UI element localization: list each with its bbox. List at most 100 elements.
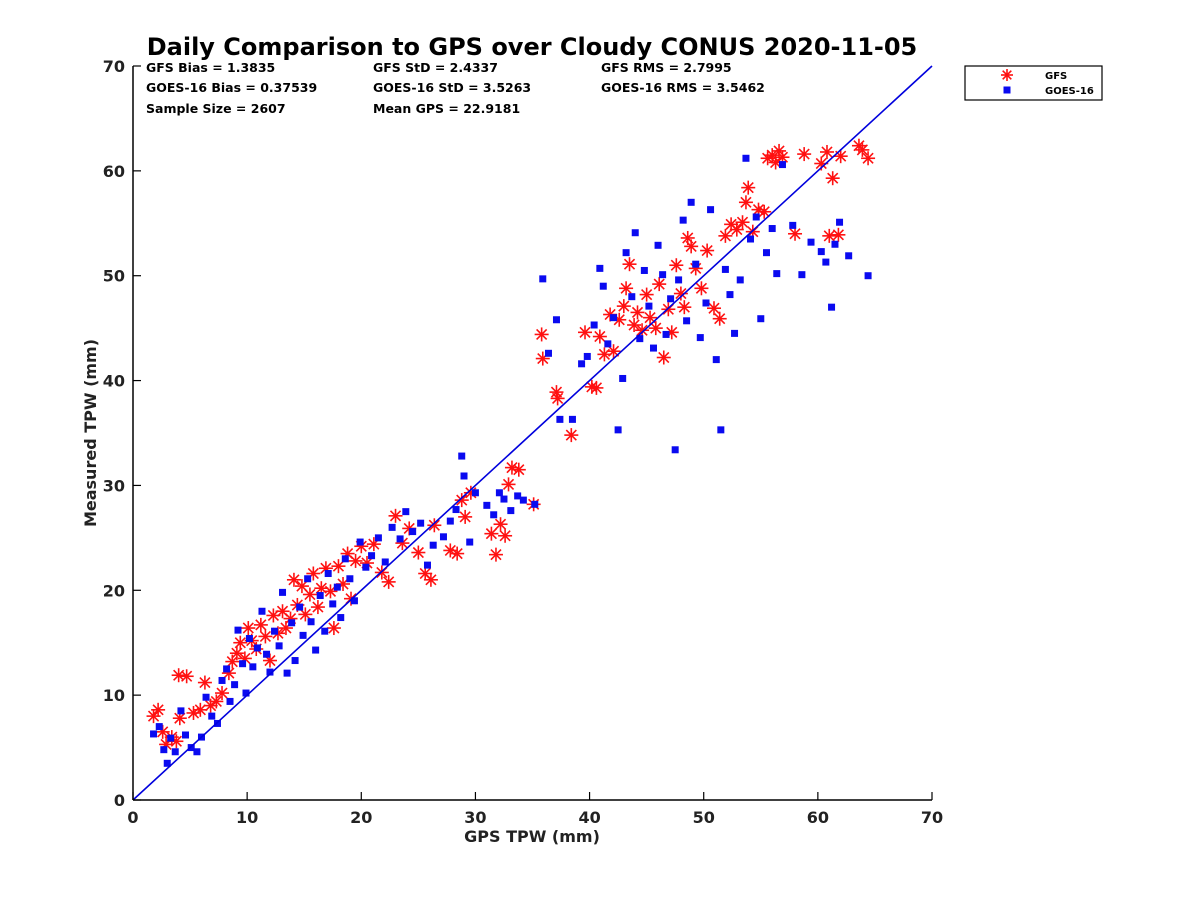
goes16-point — [614, 426, 622, 434]
goes16-point — [155, 723, 163, 731]
gfs-point — [443, 543, 458, 558]
goes16-point — [596, 264, 604, 272]
goes16-point — [460, 472, 468, 480]
gfs-point — [381, 574, 396, 589]
goes16-point — [604, 340, 612, 348]
goes16-point — [202, 693, 210, 701]
goes16-point — [307, 618, 315, 626]
goes16-point — [341, 555, 349, 563]
goes16-point — [667, 295, 675, 303]
goes16-point — [556, 415, 564, 423]
gfs-point — [639, 287, 654, 302]
stat-label: GOES-16 RMS = 3.5462 — [601, 80, 765, 95]
goes16-point — [628, 293, 636, 301]
goes16-point — [736, 276, 744, 284]
gfs-point — [760, 151, 775, 166]
goes16-point — [752, 213, 760, 221]
goes16-point — [333, 583, 341, 591]
gfs-point — [788, 226, 803, 241]
legend-gfs-marker — [1001, 69, 1013, 81]
gfs-point — [712, 311, 727, 326]
goes16-point — [283, 669, 291, 677]
stat-label: GOES-16 StD = 3.5263 — [373, 80, 531, 95]
goes16-point — [817, 248, 825, 256]
goes16-point — [726, 291, 734, 299]
goes16-point — [495, 489, 503, 497]
goes16-point — [304, 575, 312, 583]
goes16-point — [662, 330, 670, 338]
goes16-point — [645, 302, 653, 310]
gfs-point — [411, 545, 426, 560]
axes — [132, 66, 932, 801]
goes16-point — [299, 631, 307, 639]
goes16-point — [552, 316, 560, 324]
gfs-point — [151, 702, 166, 717]
goes16-point — [296, 603, 304, 611]
gfs-point — [550, 391, 565, 406]
goes16-point — [324, 570, 332, 578]
gfs-point — [738, 195, 753, 210]
goes16-point — [789, 221, 797, 229]
goes16-point — [362, 563, 370, 571]
goes16-point — [242, 689, 250, 697]
gfs-point — [619, 281, 634, 296]
gfs-point — [241, 621, 256, 636]
x-tick-label: 30 — [464, 808, 486, 827]
goes16-point — [218, 676, 226, 684]
goes16-point — [446, 517, 454, 525]
stats-annotations: GFS Bias = 1.3835 GFS StD = 2.4337 GFS RMS… — [146, 60, 765, 116]
gfs-point — [622, 257, 637, 272]
gfs-point — [458, 509, 473, 524]
stat-label: Mean GPS = 22.9181 — [373, 101, 520, 116]
gfs-point — [578, 325, 593, 340]
gfs-point — [606, 344, 621, 359]
y-tick-label: 30 — [103, 476, 125, 495]
plot-area — [132, 65, 933, 801]
goes16-point — [514, 492, 522, 500]
goes16-point — [291, 657, 299, 665]
gfs-point — [418, 566, 433, 581]
goes16-point — [402, 508, 410, 516]
goes16-point — [356, 538, 364, 546]
x-tick-label: 40 — [578, 808, 600, 827]
goes16-point — [171, 748, 179, 756]
gfs-point — [677, 300, 692, 315]
goes16-point — [696, 334, 704, 342]
gfs-point — [564, 428, 579, 443]
goes16-point — [279, 588, 287, 596]
gfs-point — [797, 147, 812, 162]
goes16-point — [182, 731, 190, 739]
goes16-point — [253, 644, 261, 652]
goes16-point — [747, 235, 755, 243]
goes16-point — [773, 270, 781, 278]
gfs-point — [735, 215, 750, 230]
gfs-point — [423, 572, 438, 587]
goes16-point — [275, 642, 283, 650]
goes16-point — [429, 541, 437, 549]
x-tick-label: 20 — [350, 808, 372, 827]
goes16-point — [177, 707, 185, 715]
goes16-point — [578, 360, 586, 368]
gfs-point — [825, 171, 840, 186]
goes16-point — [622, 249, 630, 257]
goes16-point — [381, 558, 389, 566]
goes16-point — [193, 748, 201, 756]
goes16-point — [208, 712, 216, 720]
gfs-point — [757, 204, 772, 219]
goes16-point — [568, 415, 576, 423]
legend-goes16-label: GOES-16 — [1045, 86, 1094, 97]
x-tick-label: 10 — [236, 808, 258, 827]
gfs-point — [501, 477, 516, 492]
legend-box — [964, 65, 1103, 101]
y-tick-label: 70 — [103, 57, 125, 76]
goes16-point — [388, 523, 396, 531]
gfs-point — [656, 350, 671, 365]
goes16-point — [778, 161, 786, 169]
gfs-point — [197, 675, 212, 690]
goes16-point — [316, 592, 324, 600]
gfs-point — [700, 243, 715, 258]
goes16-point — [471, 489, 479, 497]
goes16-point — [423, 561, 431, 569]
goes16-point — [239, 660, 247, 668]
